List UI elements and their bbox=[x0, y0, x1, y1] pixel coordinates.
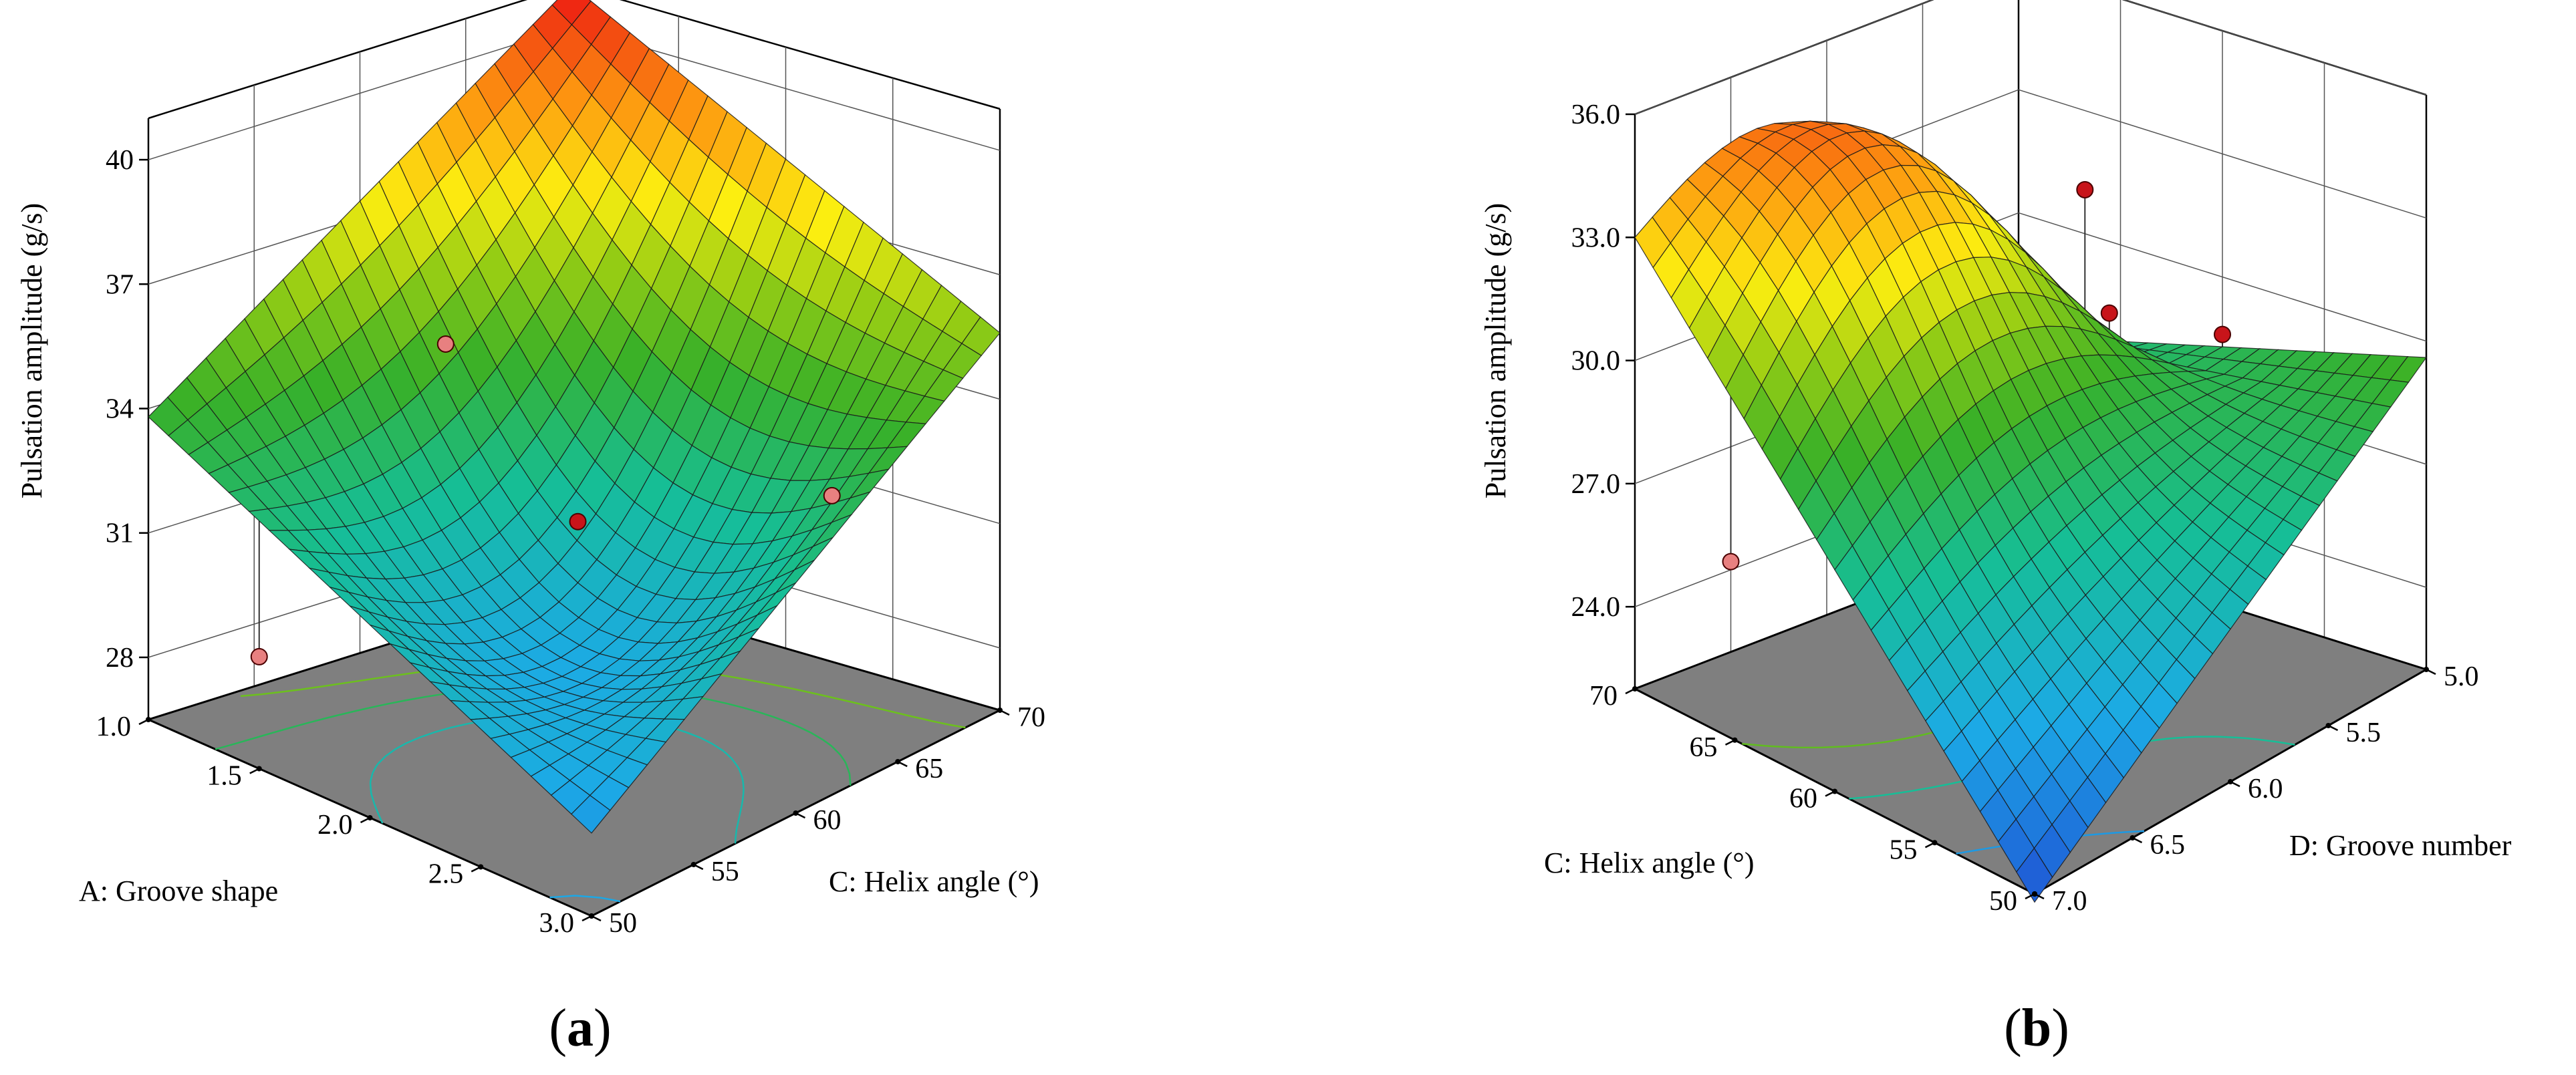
panel-b-y-tick: 5.0 bbox=[2444, 661, 2479, 692]
panel-b-y-tick: 6.0 bbox=[2248, 774, 2283, 804]
panel-a-y-tick: 50 bbox=[609, 908, 637, 939]
panel-b-x-tick: 50 bbox=[1989, 886, 2017, 917]
panel-a-y-axis-label: C: Helix angle (°) bbox=[829, 865, 1039, 898]
panel-b-y-tick: 6.5 bbox=[2150, 830, 2186, 861]
design-point bbox=[569, 512, 587, 530]
y-tick-dot bbox=[793, 810, 799, 816]
panel-b-tick-marks bbox=[1625, 113, 2436, 900]
y-tick-dot bbox=[2228, 779, 2233, 784]
panel-a-z-tick: 28 bbox=[106, 643, 134, 673]
design-point bbox=[823, 486, 841, 504]
panel-a-z-tick: 37 bbox=[106, 269, 134, 300]
panel-a-x-tick-labels: 1.0 1.5 2.0 2.5 3.0 bbox=[96, 712, 575, 939]
x-tick-dot bbox=[256, 766, 262, 772]
y-tick-dot bbox=[997, 708, 1003, 713]
panel-a-z-tick: 34 bbox=[106, 394, 134, 424]
x-tick-dot bbox=[1932, 840, 1938, 846]
design-point bbox=[250, 647, 268, 665]
panel-b-y-axis-label: D: Groove number bbox=[2289, 829, 2512, 862]
panel-b-z-tick: 27.0 bbox=[1571, 469, 1621, 500]
panel-a: 28 31 34 37 40 1.0 1.5 2.0 2.5 3.0 50 55… bbox=[15, 0, 1045, 1058]
design-point bbox=[2214, 325, 2231, 343]
panel-b-caption: (b) bbox=[2004, 999, 2069, 1058]
panel-b-y-tick: 5.5 bbox=[2346, 718, 2381, 748]
panel-a-response-surface bbox=[148, 0, 1001, 834]
design-point bbox=[436, 335, 455, 353]
panel-a-y-tick: 65 bbox=[915, 754, 943, 784]
panel-a-design-points bbox=[250, 335, 841, 665]
panel-b-z-tick-labels: 24.0 27.0 30.0 33.0 36.0 bbox=[1571, 100, 1621, 623]
surface-facet bbox=[571, 794, 611, 834]
panel-b-x-axis-label: C: Helix angle (°) bbox=[1544, 847, 1755, 879]
panel-a-y-tick: 55 bbox=[711, 857, 739, 887]
panel-b-x-tick: 55 bbox=[1890, 834, 1918, 865]
panel-a-y-tick: 60 bbox=[813, 805, 842, 836]
panel-a-z-tick: 40 bbox=[106, 145, 134, 176]
design-point bbox=[2076, 180, 2094, 198]
design-point bbox=[2100, 304, 2118, 322]
panel-a-y-tick-labels: 50 55 60 65 70 bbox=[609, 702, 1045, 939]
panel-b-z-tick: 24.0 bbox=[1571, 592, 1621, 623]
y-tick-dot bbox=[2130, 835, 2136, 840]
panel-a-x-tick: 1.0 bbox=[96, 712, 132, 742]
panel-a-x-tick: 3.0 bbox=[539, 908, 575, 939]
panel-b-design-points bbox=[1722, 180, 2231, 571]
panel-a-z-axis-label: Pulsation amplitude (g/s) bbox=[15, 203, 48, 498]
panel-a-caption: (a) bbox=[549, 999, 611, 1058]
x-tick-dot bbox=[1832, 788, 1837, 794]
panel-a-tick-marks bbox=[138, 158, 1010, 922]
panel-b-y-tick-labels: 7.0 6.5 6.0 5.5 5.0 bbox=[2052, 661, 2479, 917]
panel-b-x-tick: 65 bbox=[1690, 732, 1718, 763]
x-tick-dot bbox=[1632, 686, 1638, 692]
panel-b-z-axis-label: Pulsation amplitude (g/s) bbox=[1479, 203, 1512, 498]
x-tick-dot bbox=[478, 864, 484, 870]
panel-b-x-tick: 60 bbox=[1789, 784, 1817, 814]
panel-b-z-tick: 33.0 bbox=[1571, 222, 1621, 253]
y-tick-dot bbox=[690, 862, 696, 867]
panel-a-z-tick: 31 bbox=[106, 518, 134, 549]
panel-b-y-tick: 7.0 bbox=[2052, 886, 2087, 917]
panel-b-response-surface bbox=[1634, 120, 2428, 903]
panel-a-x-tick: 2.5 bbox=[428, 859, 464, 890]
y-tick-dot bbox=[895, 759, 901, 764]
panel-b-z-tick: 30.0 bbox=[1571, 346, 1621, 377]
panel-b-z-tick: 36.0 bbox=[1571, 100, 1621, 130]
y-tick-dot bbox=[2424, 667, 2429, 672]
floor-contour bbox=[549, 895, 621, 903]
panel-a-z-tick-labels: 28 31 34 37 40 bbox=[106, 145, 134, 673]
x-tick-dot bbox=[367, 815, 373, 820]
panel-a-x-tick: 2.0 bbox=[317, 810, 353, 840]
x-tick-dot bbox=[146, 717, 151, 722]
panel-b: 24.0 27.0 30.0 33.0 36.0 70 65 60 55 50 … bbox=[1479, 0, 2512, 1058]
panel-b-x-tick: 70 bbox=[1589, 681, 1618, 712]
x-tick-dot bbox=[1732, 737, 1738, 743]
panel-a-x-axis-label: A: Groove shape bbox=[79, 875, 278, 907]
panel-b-x-tick-labels: 70 65 60 55 50 bbox=[1589, 681, 2017, 917]
panel-a-x-tick: 1.5 bbox=[207, 761, 242, 792]
y-tick-dot bbox=[2032, 891, 2037, 897]
y-tick-dot bbox=[589, 913, 594, 919]
y-tick-dot bbox=[2325, 723, 2331, 728]
design-point bbox=[1722, 553, 1740, 571]
panel-a-y-tick: 70 bbox=[1017, 702, 1045, 733]
surface-facet bbox=[2016, 847, 2053, 903]
